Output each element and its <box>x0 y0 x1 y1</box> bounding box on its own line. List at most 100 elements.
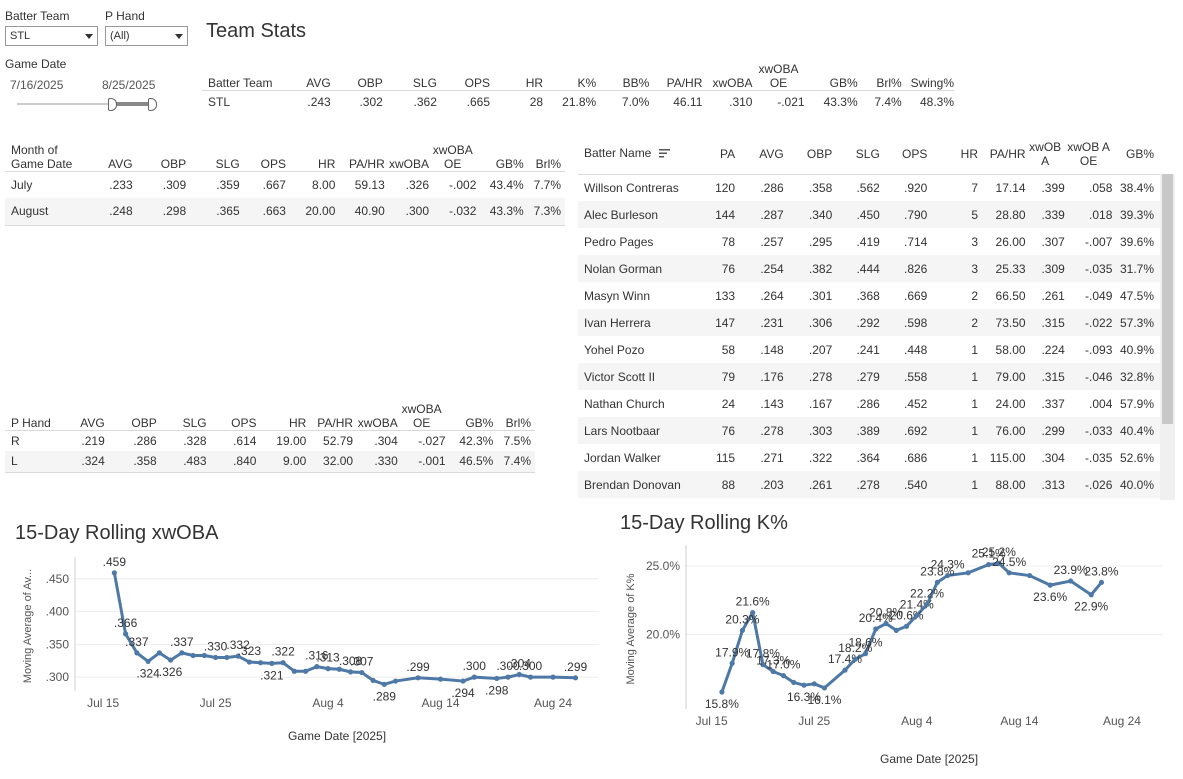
game-date-label: Game Date <box>5 57 67 71</box>
x-tick-label: Aug 24 <box>534 696 572 710</box>
data-point <box>739 627 746 633</box>
p-hand-label: P Hand <box>105 9 145 23</box>
data-label: .307 <box>350 655 374 669</box>
data-label: .300 <box>496 659 520 673</box>
cell: 48.3% <box>919 94 954 109</box>
data-point <box>168 657 174 663</box>
cell: 43.3% <box>823 94 858 109</box>
header-cell: OPS <box>902 146 928 161</box>
month-row[interactable]: August .248 .298 .365 .663 20.00 40.90 .… <box>5 198 565 225</box>
y-tick-label: .400 <box>46 605 70 619</box>
cell: 88.00 <box>995 477 1026 492</box>
batter-name-cell: Ivan Herrera <box>584 315 651 330</box>
batter-row[interactable]: Willson Contreras 120 .286 .358 .562 .920 7 17.… <box>578 174 1160 201</box>
cell: .302 <box>359 94 383 109</box>
cell: 59.13 <box>354 177 385 192</box>
cell: .148 <box>760 342 784 357</box>
data-point <box>883 620 889 627</box>
cell: .231 <box>760 315 784 330</box>
data-point <box>280 660 286 666</box>
x-tick-label: Aug 4 <box>901 714 933 728</box>
data-point <box>965 570 971 576</box>
header-cell: SLG <box>855 146 880 161</box>
cell: .278 <box>808 369 833 384</box>
cell: .364 <box>856 450 880 465</box>
batter-row[interactable]: Victor Scott II 79 .176 .278 .279 .558 1 79.00.… <box>578 363 1160 390</box>
batter-name-cell: Lars Nootbaar <box>584 423 661 438</box>
cell: .419 <box>856 234 880 249</box>
cell: .309 <box>1041 261 1065 276</box>
cell: 26.00 <box>995 234 1026 249</box>
month-header-row: Month of Game Date AVG OBP SLG OPS HR PA… <box>5 136 565 171</box>
cell: .286 <box>133 433 157 448</box>
batter-row[interactable]: Brendan Donovan 88 .203 .261 .278 .540 1 88.00.… <box>578 471 1160 498</box>
batter-row[interactable]: Yohel Pozo 58 .148 .207 .241 .448 1 58.00 .224 -.… <box>578 336 1160 363</box>
cell: .313 <box>1041 477 1065 492</box>
data-label: 22.9% <box>1074 600 1108 614</box>
cell: .358 <box>133 454 157 469</box>
data-label: .298 <box>485 683 509 697</box>
batter-row[interactable]: Ivan Herrera 147 .231 .306 .292 .598 2 73.50 .31… <box>578 309 1160 336</box>
data-point <box>359 669 365 676</box>
cell: .365 <box>216 204 240 219</box>
cell: .826 <box>904 261 928 276</box>
cell: .058 <box>1089 180 1113 195</box>
team-stats-row[interactable]: STL .243 .302 .362 .665 28 21.8% 7.0% 46… <box>202 91 954 113</box>
cell: -.021 <box>777 94 805 109</box>
scrollbar-thumb[interactable] <box>1162 174 1173 424</box>
cell: -.033 <box>1085 423 1113 438</box>
p-hand-dropdown[interactable]: (All) <box>105 26 188 46</box>
header-cell: xwOBA OE <box>401 401 442 430</box>
date-start: 7/16/2025 <box>10 78 64 92</box>
batter-team-label: Batter Team <box>5 9 70 23</box>
p-hand-row[interactable]: R .219 .286 .328 .614 19.00 52.79 .304 -… <box>5 430 535 451</box>
cell: .143 <box>760 396 784 411</box>
batter-team-dropdown[interactable]: STL <box>5 26 98 46</box>
cell: 46.11 <box>673 94 703 109</box>
data-label: .304 <box>508 657 532 671</box>
cell: 1 <box>971 342 978 357</box>
data-point <box>780 672 787 679</box>
data-label: 17.3% <box>756 653 790 667</box>
cell: .368 <box>856 288 880 303</box>
batter-name-header[interactable]: Batter Name <box>578 134 698 174</box>
batter-table: Batter Name PA AVG OBP SLG OPS HR PA/HR … <box>578 134 1160 498</box>
batter-table-scrollbar[interactable] <box>1160 174 1175 500</box>
cell: -.035 <box>1085 450 1113 465</box>
header-cell: SLG <box>215 156 240 171</box>
cell: 39.6% <box>1119 234 1154 249</box>
batter-row[interactable]: Nolan Gorman 76 .254 .382 .444 .826 3 25.33 .309… <box>578 255 1160 282</box>
batter-name-cell: Brendan Donovan <box>584 477 681 492</box>
month-row[interactable]: July .233 .309 .359 .667 8.00 59.13 .326… <box>5 171 565 198</box>
header-cell: Batter Name <box>584 146 652 161</box>
date-slider-end-handle[interactable] <box>148 98 157 111</box>
header-cell: HR <box>288 415 307 430</box>
chevron-down-icon <box>175 34 183 39</box>
sort-icon[interactable] <box>658 147 671 161</box>
header-cell: OPS <box>464 76 490 90</box>
batter-row[interactable]: Masyn Winn 133 .264 .301 .368 .669 2 66.50 .261 -… <box>578 282 1160 309</box>
data-point <box>821 685 828 691</box>
batter-row[interactable]: Pedro Pages 78 .257 .295 .419 .714 3 26.00 .307 -… <box>578 228 1160 255</box>
data-point <box>903 623 910 629</box>
data-point <box>852 656 858 662</box>
cell: .004 <box>1089 396 1113 411</box>
cell: 88 <box>721 477 736 492</box>
batter-row[interactable]: Lars Nootbaar 76 .278 .303 .389 .692 1 76.00 .29… <box>578 417 1160 444</box>
header-cell: PA/HR <box>348 156 385 171</box>
date-slider-range <box>113 102 153 106</box>
header-cell: xwOBA OE <box>432 142 473 171</box>
date-slider-start-handle[interactable] <box>108 98 117 111</box>
p-hand-table: P Hand AVG OBP SLG OPS HR PA/HR xwOBA xw… <box>5 398 535 473</box>
batter-row[interactable]: Jordan Walker 115 .271 .322 .364 .686 1 115.00.… <box>578 444 1160 471</box>
data-label: .299 <box>406 660 430 674</box>
data-label: 23.8% <box>1084 564 1118 578</box>
data-label: 18.6% <box>849 636 883 650</box>
batter-row[interactable]: Nathan Church 24 .143 .167 .286 .452 1 24.00 .33… <box>578 390 1160 417</box>
p-hand-row[interactable]: L .324 .358 .483 .840 9.00 32.00 .330 -.… <box>5 451 535 472</box>
header-cell: HR <box>960 146 978 161</box>
cell: .304 <box>1041 450 1065 465</box>
header-cell: Brl% <box>535 156 561 171</box>
cell: 25.33 <box>995 261 1026 276</box>
batter-row[interactable]: Alec Burleson 144 .287 .340 .450 .790 5 28.80 .3… <box>578 201 1160 228</box>
